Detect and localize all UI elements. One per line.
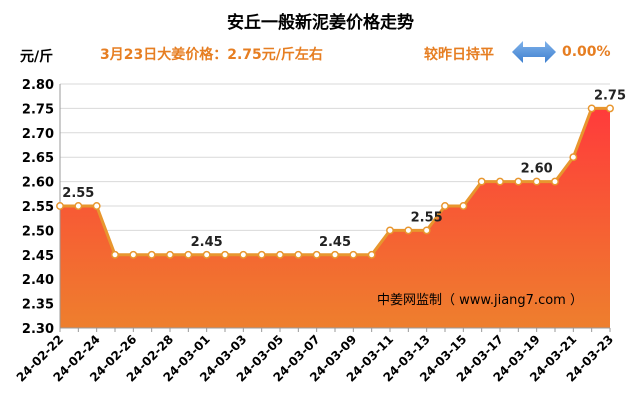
data-point xyxy=(551,177,559,186)
data-point xyxy=(129,250,138,259)
price-info-text: 3月23日大姜价格：2.75元/斤左右 xyxy=(100,47,323,63)
y-tick-label: 2.65 xyxy=(22,151,54,166)
data-point xyxy=(459,202,468,210)
y-tick-label: 2.35 xyxy=(22,298,54,313)
data-label: 2.45 xyxy=(319,235,351,250)
data-point xyxy=(239,250,248,259)
data-point xyxy=(312,250,321,259)
y-tick-label: 2.50 xyxy=(22,224,54,239)
y-tick-label: 2.30 xyxy=(22,322,54,337)
data-label: 2.75 xyxy=(594,88,626,103)
data-point xyxy=(606,104,614,113)
change-percent: 0.00% xyxy=(562,44,611,60)
data-label: 2.45 xyxy=(191,235,223,250)
data-point xyxy=(349,250,358,259)
y-tick-label: 2.70 xyxy=(22,127,54,142)
compare-label: 较昨日持平 xyxy=(424,47,494,63)
data-point xyxy=(221,250,229,259)
data-point xyxy=(111,250,119,259)
data-point xyxy=(331,250,339,259)
data-point xyxy=(202,250,211,259)
data-point xyxy=(477,177,486,186)
data-point xyxy=(92,202,101,210)
data-label: 2.55 xyxy=(411,210,443,225)
y-tick-label: 2.75 xyxy=(22,102,54,117)
data-point xyxy=(367,250,376,259)
data-point xyxy=(532,177,541,186)
data-point xyxy=(184,250,193,259)
data-point xyxy=(74,202,83,210)
data-point xyxy=(404,226,413,235)
data-point xyxy=(441,202,449,210)
y-tick-label: 2.40 xyxy=(22,273,54,288)
data-point xyxy=(276,250,284,259)
y-axis-unit: 元/斤 xyxy=(20,49,54,65)
chart-title: 安丘一般新泥姜价格走势 xyxy=(227,13,414,33)
data-point xyxy=(569,153,578,162)
data-point xyxy=(56,202,64,210)
data-label: 2.55 xyxy=(62,186,94,201)
data-point xyxy=(587,104,596,113)
left-right-arrow-icon xyxy=(512,41,556,63)
data-label: 2.60 xyxy=(521,162,553,177)
y-tick-label: 2.55 xyxy=(22,200,54,215)
data-point xyxy=(257,250,266,259)
area-fill xyxy=(60,108,610,329)
watermark-text: 中姜网监制（ www.jiang7.com ） xyxy=(377,293,583,308)
data-point xyxy=(496,177,504,186)
data-point xyxy=(147,250,156,259)
y-tick-label: 2.60 xyxy=(22,176,54,191)
y-tick-label: 2.80 xyxy=(22,78,54,93)
y-tick-label: 2.45 xyxy=(22,249,54,264)
data-point xyxy=(422,226,431,235)
data-point xyxy=(386,226,394,235)
data-point xyxy=(294,250,303,259)
data-point xyxy=(514,177,523,186)
data-point xyxy=(166,250,174,259)
